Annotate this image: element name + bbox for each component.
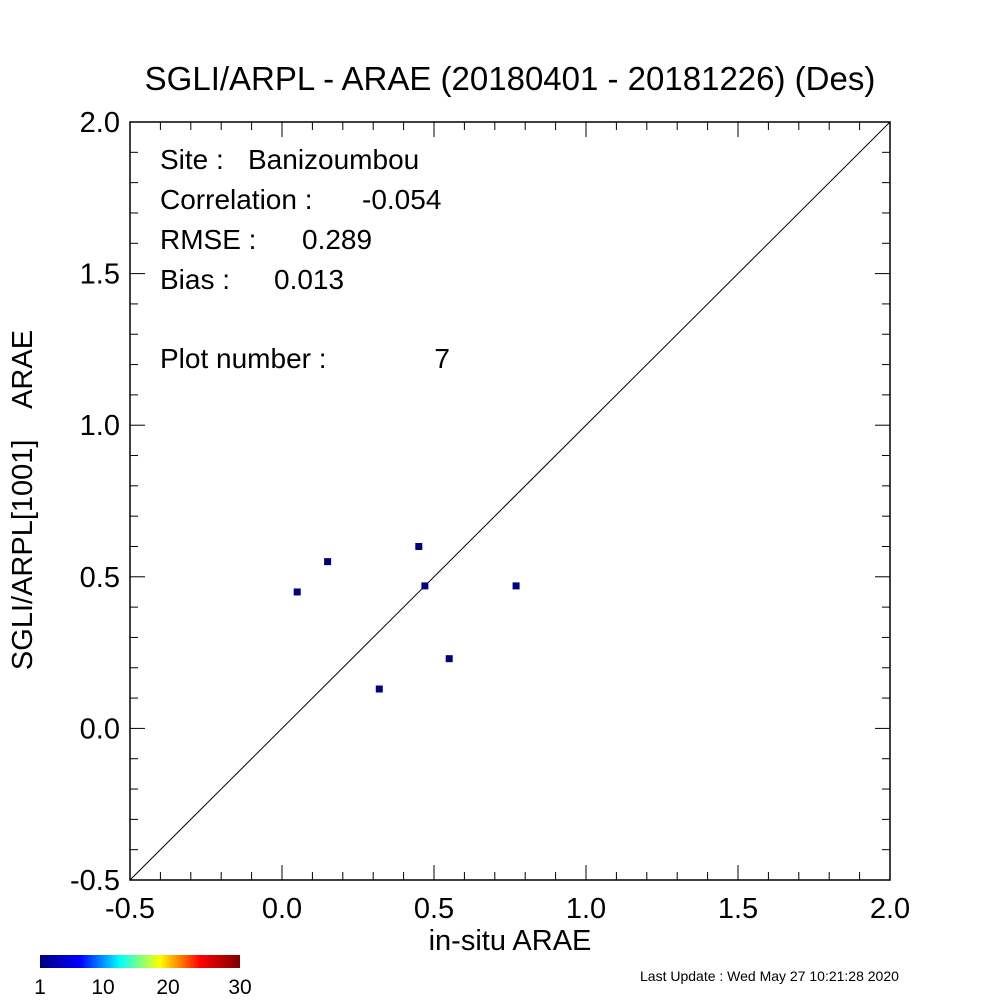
- data-point: [375, 685, 383, 693]
- colorbar: [40, 955, 240, 968]
- y-tick-label: 0.5: [80, 562, 120, 594]
- colorbar-tick-label: 10: [91, 976, 114, 999]
- stat-value: Banizoumbou: [248, 144, 419, 175]
- last-update-text: Last Update : Wed May 27 10:21:28 2020: [640, 968, 899, 984]
- x-axis-label: in-situ ARAE: [429, 925, 592, 957]
- y-tick-label: 1.0: [80, 410, 120, 442]
- stat-label: RMSE :: [160, 224, 256, 255]
- plot-number-value: 7: [434, 343, 450, 374]
- x-tick-label: 0.0: [262, 893, 302, 925]
- x-tick-label: 2.0: [870, 893, 910, 925]
- one-to-one-line: [129, 121, 891, 881]
- x-tick-label: 1.0: [566, 893, 606, 925]
- data-point: [324, 558, 332, 566]
- colorbar-tick-label: 30: [228, 976, 251, 999]
- stat-label: Bias :: [160, 264, 230, 295]
- y-tick-label: -0.5: [70, 865, 120, 897]
- chart-title: SGLI/ARPL - ARAE (20180401 - 20181226) (…: [145, 60, 876, 97]
- stat-label: Site :: [160, 144, 224, 175]
- data-point: [512, 582, 520, 590]
- plot-frame: [129, 121, 891, 881]
- y-tick-label: 2.0: [80, 107, 120, 139]
- x-tick-label: 1.5: [718, 893, 758, 925]
- stat-label: Correlation :: [160, 184, 313, 215]
- stat-value: -0.054: [362, 184, 441, 215]
- data-point: [445, 655, 453, 663]
- stat-value: 0.289: [302, 224, 372, 255]
- y-tick-label: 1.5: [80, 259, 120, 291]
- y-tick-label: 0.0: [80, 713, 120, 745]
- data-point: [421, 582, 429, 590]
- data-point: [415, 542, 423, 550]
- data-point: [293, 588, 301, 596]
- x-tick-label: -0.5: [105, 893, 155, 925]
- stat-value: 0.013: [274, 264, 344, 295]
- x-tick-label: 0.5: [414, 893, 454, 925]
- colorbar-tick-label: 20: [156, 976, 179, 999]
- colorbar-tick-label: 1: [34, 976, 46, 999]
- y-axis-label: SGLI/ARPL[1001] ARAE: [7, 330, 39, 670]
- plot-number-label: Plot number :: [160, 343, 327, 374]
